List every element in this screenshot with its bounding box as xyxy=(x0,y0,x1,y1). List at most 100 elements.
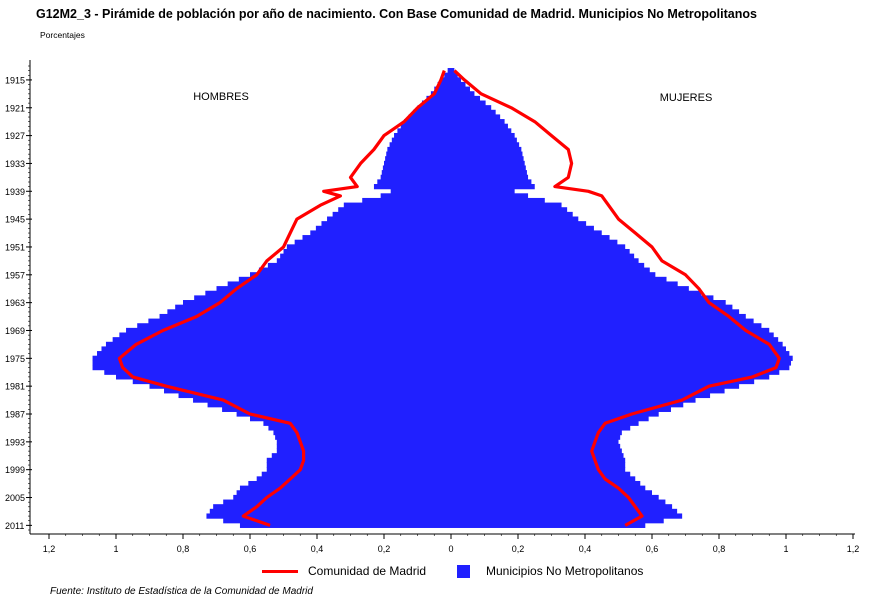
y-tick-label: 1993 xyxy=(5,437,25,447)
bar-mujeres-1953 xyxy=(451,253,635,259)
bar-mujeres-1929 xyxy=(451,142,520,148)
y-tick-label: 1957 xyxy=(5,270,25,280)
bar-hombres-1956 xyxy=(258,267,451,273)
bar-mujeres-1947 xyxy=(451,225,594,232)
bar-hombres-1994 xyxy=(276,443,451,450)
bar-mujeres-1928 xyxy=(451,137,517,143)
bar-hombres-1931 xyxy=(386,151,451,157)
bar-hombres-2000 xyxy=(261,471,451,477)
bar-mujeres-1993 xyxy=(451,439,619,445)
bar-mujeres-1964 xyxy=(451,304,733,310)
bar-mujeres-1921 xyxy=(451,105,492,111)
bar-hombres-1988 xyxy=(250,416,451,422)
bar-mujeres-1984 xyxy=(451,397,696,403)
bar-hombres-1963 xyxy=(183,300,451,306)
bar-hombres-1979 xyxy=(116,374,451,380)
bar-hombres-1946 xyxy=(321,221,451,227)
legend-item-municipios: Municipios No Metropolitanos xyxy=(486,564,644,578)
bar-mujeres-1940 xyxy=(451,193,529,199)
x-tick-label: 0,2 xyxy=(378,544,391,554)
x-tick-label: 0,8 xyxy=(713,544,726,554)
bar-hombres-1989 xyxy=(263,420,451,426)
bar-hombres-1924 xyxy=(404,119,451,125)
bar-mujeres-1991 xyxy=(451,429,622,436)
bar-hombres-1957 xyxy=(250,272,451,278)
bar-hombres-1991 xyxy=(273,429,451,436)
bar-hombres-1948 xyxy=(310,230,451,236)
bar-mujeres-1957 xyxy=(451,272,656,278)
bar-mujeres-1960 xyxy=(451,286,689,292)
bar-mujeres-1930 xyxy=(451,146,522,153)
y-tick-label: 1939 xyxy=(5,187,25,197)
bar-hombres-1936 xyxy=(380,174,451,180)
bar-hombres-1964 xyxy=(175,304,451,310)
bar-hombres-1950 xyxy=(294,239,451,245)
bar-hombres-1928 xyxy=(391,137,451,143)
y-tick-label: 1981 xyxy=(5,382,25,392)
bar-mujeres-1934 xyxy=(451,165,526,171)
bar-mujeres-2001 xyxy=(451,476,636,482)
bar-hombres-1916 xyxy=(437,81,451,88)
bar-hombres-1935 xyxy=(381,170,451,176)
bar-hombres-1930 xyxy=(387,146,451,153)
bar-mujeres-1998 xyxy=(451,462,626,468)
bar-hombres-1995 xyxy=(276,448,451,454)
bar-hombres-1955 xyxy=(267,262,451,269)
bar-mujeres-2002 xyxy=(451,480,641,487)
bar-hombres-1933 xyxy=(384,160,451,167)
bar-mujeres-1968 xyxy=(451,323,762,329)
bar-hombres-1993 xyxy=(276,439,451,445)
bar-hombres-1945 xyxy=(327,216,451,222)
legend-box-swatch xyxy=(457,564,470,578)
bar-hombres-1921 xyxy=(417,105,451,111)
y-tick-label: 1963 xyxy=(5,298,25,308)
bar-mujeres-1931 xyxy=(451,151,523,157)
bar-hombres-1938 xyxy=(373,184,451,190)
bar-mujeres-1949 xyxy=(451,235,610,241)
bar-mujeres-1916 xyxy=(451,81,466,88)
bar-mujeres-1958 xyxy=(451,276,667,283)
bar-mujeres-1923 xyxy=(451,114,501,120)
bar-mujeres-1920 xyxy=(451,100,486,106)
bar-mujeres-2006 xyxy=(451,499,666,505)
bar-hombres-2009 xyxy=(206,513,451,519)
bar-hombres-1971 xyxy=(112,337,452,343)
bar-hombres-1965 xyxy=(167,309,451,315)
bar-mujeres-1955 xyxy=(451,262,645,269)
bar-mujeres-1946 xyxy=(451,221,587,227)
bar-hombres-1954 xyxy=(276,258,451,264)
bar-hombres-1937 xyxy=(377,179,451,185)
y-tick-label: 1969 xyxy=(5,326,25,336)
bar-hombres-1959 xyxy=(227,281,451,287)
bar-mujeres-1962 xyxy=(451,295,714,301)
bar-hombres-1940 xyxy=(380,193,451,199)
y-tick-label: 1921 xyxy=(5,103,25,113)
bar-mujeres-2003 xyxy=(451,485,646,491)
bar-hombres-1996 xyxy=(271,453,451,459)
bar-hombres-1925 xyxy=(400,123,451,129)
bar-hombres-1980 xyxy=(132,378,451,385)
bar-mujeres-1950 xyxy=(451,239,618,245)
bar-hombres-1968 xyxy=(137,323,451,329)
bar-hombres-1934 xyxy=(382,165,451,171)
bar-hombres-1944 xyxy=(332,211,451,218)
bar-mujeres-2008 xyxy=(451,508,678,515)
bar-mujeres-1982 xyxy=(451,388,725,394)
bar-mujeres-1980 xyxy=(451,378,755,385)
bar-mujeres-1944 xyxy=(451,211,573,218)
bar-hombres-1919 xyxy=(426,95,451,102)
x-tick-label: 1,2 xyxy=(43,544,56,554)
bar-mujeres-1945 xyxy=(451,216,579,222)
label-hombres: HOMBRES xyxy=(193,91,249,103)
bar-mujeres-1987 xyxy=(451,411,659,417)
bar-mujeres-1948 xyxy=(451,230,602,236)
bar-mujeres-1943 xyxy=(451,207,568,213)
bar-mujeres-1936 xyxy=(451,174,529,180)
bar-hombres-2011 xyxy=(239,522,451,528)
bar-mujeres-2010 xyxy=(451,518,664,524)
bar-mujeres-1997 xyxy=(451,457,626,464)
bar-mujeres-2000 xyxy=(451,471,631,477)
bar-mujeres-1981 xyxy=(451,383,740,389)
bar-mujeres-1925 xyxy=(451,123,508,129)
